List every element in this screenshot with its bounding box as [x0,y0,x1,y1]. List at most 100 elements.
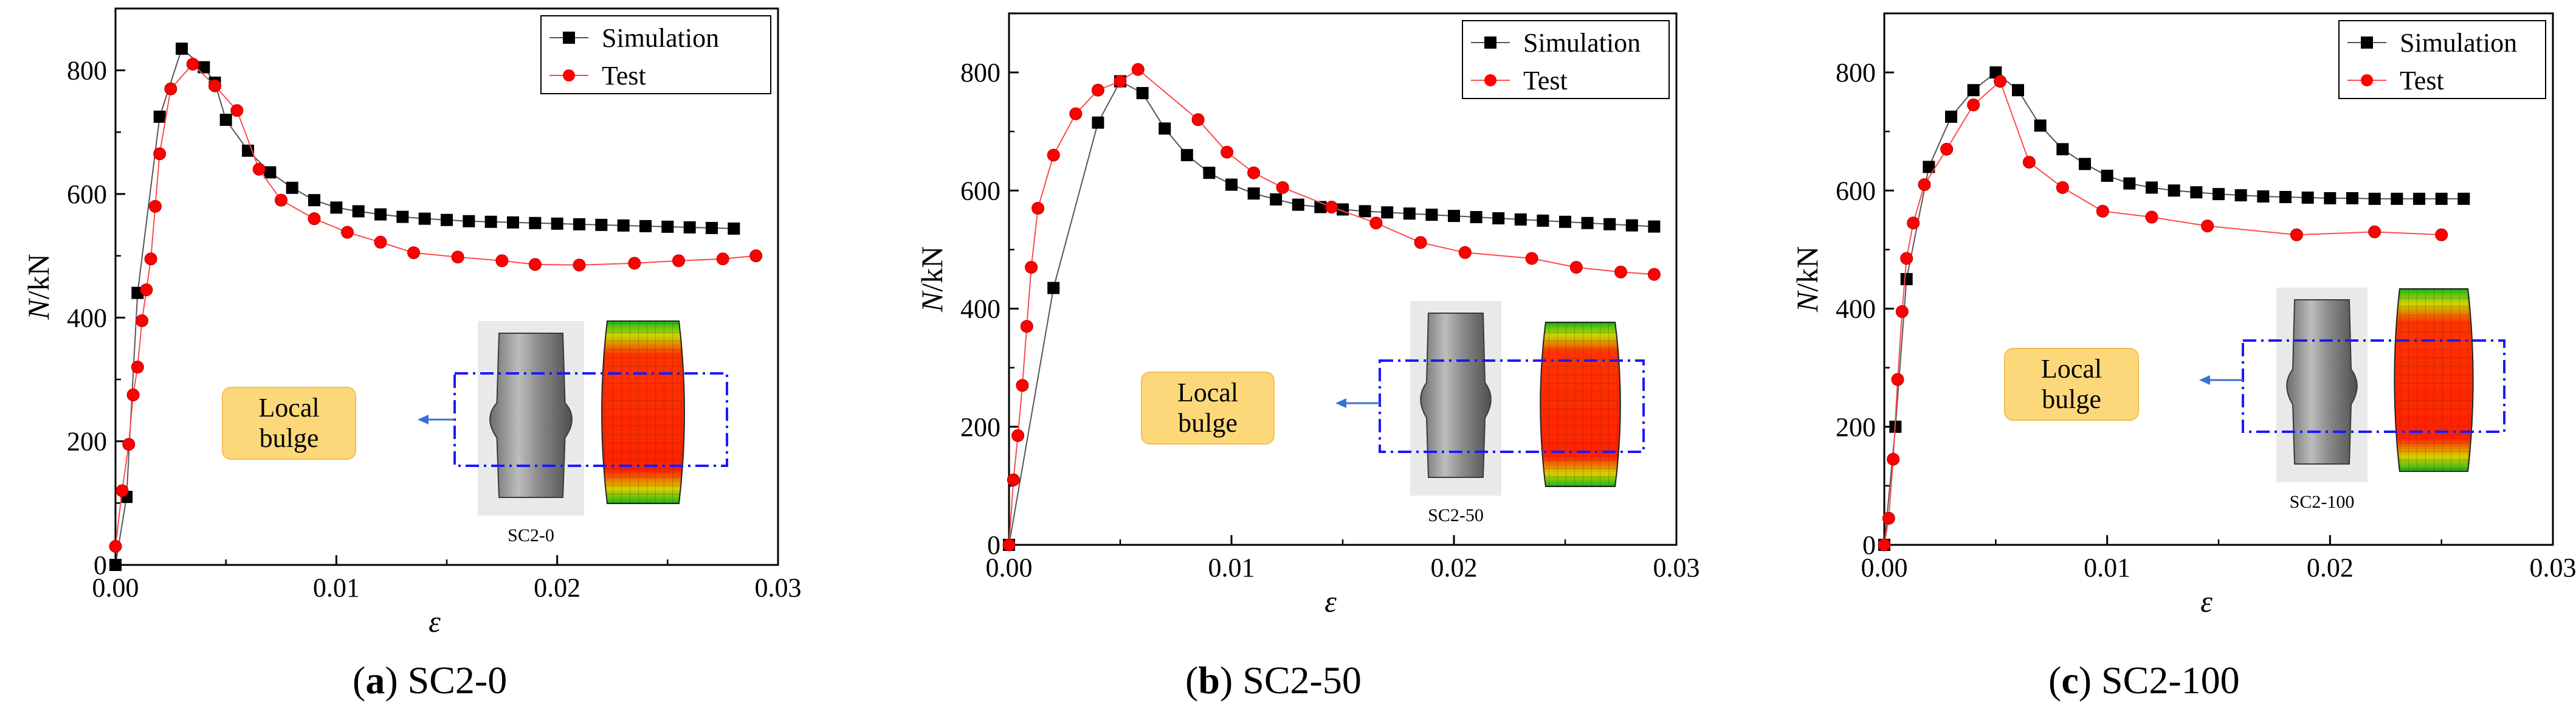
data-point [2413,192,2425,205]
data-point [1136,87,1149,100]
steel-column-icon [2286,299,2358,465]
x-tick-label: 0.02 [1431,553,1478,583]
data-point [1945,110,1957,123]
data-point [1180,149,1193,162]
data-point [749,249,763,263]
data-point [1276,181,1289,194]
steel-column-icon [1420,313,1492,478]
data-point [1292,198,1304,211]
data-point [164,82,177,95]
panel-caption: (b) SC2-50 [1185,659,1362,702]
data-point [1525,252,1538,265]
x-axis-label: ε [1324,584,1337,618]
data-point [2279,191,2292,204]
y-tick-label: 800 [1836,58,1876,88]
data-point [1221,145,1234,159]
legend-box [1462,20,1670,99]
data-point [1537,214,1549,227]
data-point [275,193,288,207]
data-point [352,205,365,218]
data-point [1047,282,1060,294]
legend-marker [2361,36,2373,49]
data-point [1918,178,1931,192]
data-point [1923,161,1935,173]
data-point [1359,205,1371,218]
data-point [153,147,167,161]
legend: Simulation Test [1462,20,1670,99]
data-point [1047,148,1060,162]
data-point [495,254,509,268]
data-point [617,219,630,232]
data-point [628,257,641,270]
data-point [186,58,199,71]
data-point [396,210,409,223]
data-point [528,258,542,271]
data-point [208,79,221,92]
data-point [1994,75,2007,88]
data-point [1581,216,1594,229]
x-tick-label: 0.00 [92,573,139,603]
x-tick-label: 0.01 [1208,553,1255,583]
data-point [2346,192,2358,204]
data-point [374,235,387,249]
data-point [2368,192,2381,205]
data-point [529,216,542,229]
data-point [1369,216,1383,230]
data-point [2324,192,2337,204]
data-point [115,484,129,497]
data-point [1569,261,1583,274]
specimen-label: SC2-50 [1428,505,1484,525]
data-point [1878,538,1891,552]
data-point [1625,219,1638,232]
data-point [1882,511,1895,525]
data-point [140,283,153,297]
legend-marker [563,32,575,44]
legend-label: Test [602,61,646,91]
data-point [148,199,162,213]
data-point [122,438,136,451]
y-tick-label: 800 [960,58,1000,88]
data-point [1492,212,1505,224]
data-point [418,212,431,225]
y-tick-label: 400 [960,294,1000,324]
data-point [1967,99,1980,112]
data-point [1648,220,1661,233]
series-test [1878,75,2448,552]
local-bulge-callout [1141,372,1275,445]
data-point [2290,228,2303,241]
series-simulation [1878,66,2470,551]
callout-text-line1: Local [1177,378,1238,407]
data-point [219,114,232,126]
data-point [2213,188,2225,201]
data-point [1131,63,1145,76]
data-point [1514,213,1527,226]
y-tick-label: 200 [960,412,1000,442]
data-point [109,540,122,553]
callout-text-line2: bulge [260,423,319,453]
data-point [1448,210,1460,223]
data-point [2368,225,2381,238]
specimen-photo [1410,301,1501,496]
data-point [1002,538,1016,552]
series-line [115,63,756,547]
data-point [2234,189,2247,202]
data-point [1414,236,1427,249]
series-simulation [109,43,740,571]
y-tick-label: 0 [1862,530,1876,560]
data-point [1891,373,1904,386]
data-point [1900,252,1913,265]
legend-marker [1484,74,1496,86]
series-test [109,58,763,553]
data-point [484,215,497,228]
data-point [126,388,140,401]
data-point [2435,192,2448,205]
data-point [136,314,149,327]
data-point [2012,84,2024,97]
data-point [2034,119,2047,132]
series-line [1884,71,2464,545]
data-point [728,222,740,235]
legend: Simulation Test [2338,20,2546,99]
data-point [706,221,718,234]
y-tick-label: 600 [960,176,1000,206]
legend-label: Simulation [2400,28,2517,58]
